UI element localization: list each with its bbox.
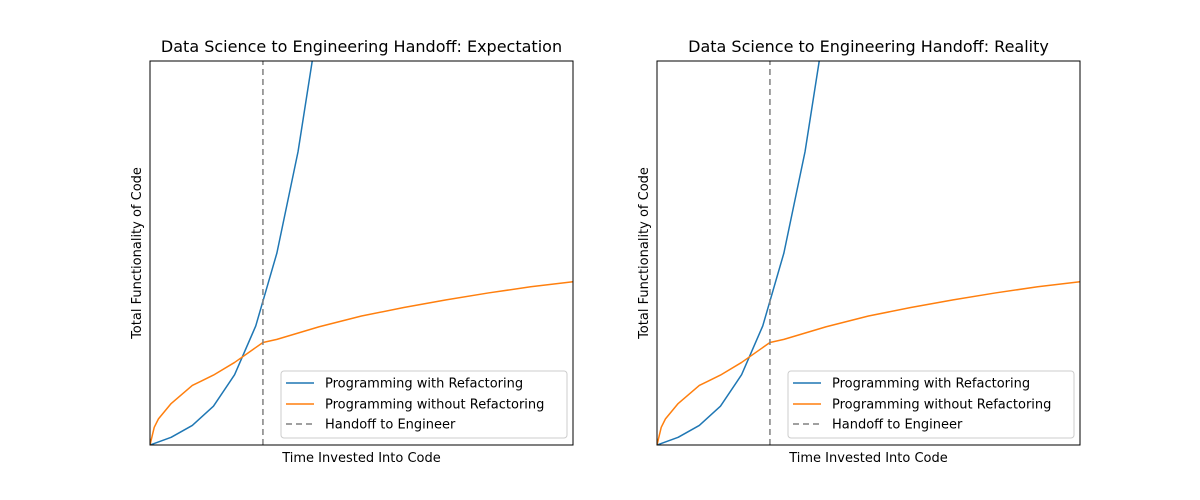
legend-label-with-refactoring: Programming with Refactoring <box>832 377 1030 392</box>
series-line-with-refactoring <box>150 61 313 445</box>
series-line-with-refactoring <box>657 61 820 445</box>
chart-title: Data Science to Engineering Handoff: Rea… <box>688 37 1049 56</box>
chart-title: Data Science to Engineering Handoff: Exp… <box>161 37 562 56</box>
y-axis-label: Total Functionality of Code <box>637 167 652 340</box>
legend-frame <box>280 370 568 439</box>
plot-area <box>149 60 574 446</box>
x-axis-label: Time Invested Into Code <box>281 451 441 466</box>
chart-reality: Data Science to Engineering Handoff: Rea… <box>637 37 1081 466</box>
legend: Programming with Refactoring Programming… <box>787 370 1075 439</box>
legend-frame <box>787 370 1075 439</box>
legend-label-with-refactoring: Programming with Refactoring <box>325 377 523 392</box>
legend-label-handoff: Handoff to Engineer <box>325 418 456 433</box>
axes-frame <box>656 60 1081 446</box>
legend-label-without-refactoring: Programming without Refactoring <box>832 398 1051 413</box>
x-axis-label: Time Invested Into Code <box>788 451 948 466</box>
legend-label-handoff: Handoff to Engineer <box>832 418 963 433</box>
series-layer <box>657 61 1080 445</box>
series-line-without-refactoring <box>657 281 1080 445</box>
chart-expectation: Data Science to Engineering Handoff: Exp… <box>130 37 574 466</box>
legend-label-without-refactoring: Programming without Refactoring <box>325 398 544 413</box>
legend: Programming with Refactoring Programming… <box>280 370 568 439</box>
plot-area <box>656 60 1081 446</box>
series-line-without-refactoring <box>150 281 573 445</box>
y-axis-label: Total Functionality of Code <box>130 167 145 340</box>
axes-frame <box>149 60 574 446</box>
series-layer <box>150 61 573 445</box>
